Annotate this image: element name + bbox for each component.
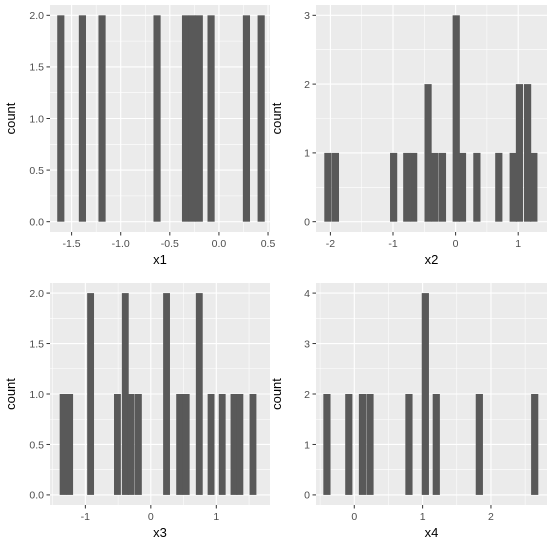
histogram-bar: [458, 152, 467, 222]
histogram-bar: [366, 394, 374, 495]
x-tick-label: 2: [488, 511, 494, 523]
histogram-bar: [323, 394, 331, 495]
histogram-bar: [236, 394, 244, 495]
histogram-bar: [431, 152, 439, 222]
histogram-bar: [257, 15, 265, 222]
histogram-bar: [452, 15, 460, 222]
histogram-bar: [345, 394, 353, 495]
histogram-bar: [432, 394, 440, 495]
y-axis-title: count: [3, 378, 18, 410]
histogram-bar: [87, 293, 95, 495]
histogram-bar: [331, 152, 340, 222]
histogram-bar: [230, 394, 238, 495]
y-tick-label: 2.0: [29, 288, 44, 300]
histogram-bar: [127, 394, 135, 495]
histogram-bar: [531, 394, 539, 495]
histogram-bar: [530, 152, 538, 222]
histogram-bar: [188, 15, 196, 222]
histogram-panel-x3: -1 0 1 0.0 0.5 1.0 1.5 2.0 x3 count: [3, 283, 270, 540]
x-tick-label: 0.5: [261, 238, 276, 250]
histogram-panel-x2: -2 -1 0 1 0 1 2 3 x2 count: [269, 5, 547, 267]
histogram-bar: [410, 152, 418, 222]
x-tick-label: 0.0: [212, 238, 227, 250]
histogram-bar: [153, 15, 161, 222]
histogram-bar: [134, 394, 142, 495]
histogram-bar: [78, 15, 86, 222]
x-tick-label: -0.5: [161, 238, 179, 250]
y-tick-label: 0: [304, 216, 310, 228]
histogram-bar: [390, 152, 398, 222]
histogram-bar: [515, 84, 524, 222]
histogram-bar: [218, 394, 226, 495]
histogram-bar: [403, 152, 411, 222]
y-tick-label: 0: [304, 490, 310, 502]
y-axis-title: count: [269, 378, 284, 410]
histogram-bar: [438, 152, 447, 222]
histogram-bar: [207, 394, 215, 495]
histogram-bar: [181, 15, 190, 222]
x-axis-title: x3: [153, 525, 167, 540]
x-axis-title: x1: [153, 252, 167, 267]
y-tick-label: 1.5: [29, 62, 44, 74]
x-tick-label: -1.0: [112, 238, 130, 250]
histogram-bar: [405, 394, 413, 495]
histogram-bar: [421, 293, 429, 495]
x-tick-label: 0: [148, 511, 154, 523]
x-tick-label: 1: [213, 511, 219, 523]
histogram-bar: [195, 15, 203, 222]
y-axis-title: count: [269, 102, 284, 134]
histogram-bar: [324, 152, 332, 222]
x-tick-label: 1: [515, 238, 521, 250]
histogram-bar: [358, 394, 367, 495]
x-tick-label: 0: [453, 238, 459, 250]
y-tick-label: 1.0: [29, 113, 44, 125]
y-tick-label: 3: [304, 10, 310, 22]
y-tick-label: 1.0: [29, 389, 44, 401]
y-tick-label: 0.0: [29, 216, 44, 228]
y-tick-label: 1: [304, 439, 310, 451]
histogram-bar: [207, 15, 215, 222]
histogram-bar: [523, 84, 532, 222]
histogram-bar: [495, 152, 503, 222]
histogram-bar: [195, 293, 203, 495]
x-axis-title: x4: [425, 525, 439, 540]
histogram-bar: [163, 293, 170, 495]
histogram-bar: [249, 394, 257, 495]
x-tick-label: -2: [326, 238, 335, 250]
histogram-bar: [98, 15, 106, 222]
histogram-bar: [57, 15, 65, 222]
x-axis-title: x2: [425, 252, 439, 267]
y-tick-label: 2: [304, 389, 310, 401]
histogram-bar: [176, 394, 184, 495]
x-tick-label: 0: [351, 511, 357, 523]
histogram-bar: [121, 293, 129, 495]
y-tick-label: 0.5: [29, 165, 44, 177]
histogram-bar: [509, 152, 517, 222]
histogram-bar: [66, 394, 74, 495]
histogram-bar: [475, 394, 483, 495]
x-tick-label: -1: [81, 511, 90, 523]
y-axis-title: count: [3, 102, 18, 134]
histogram-bar: [114, 394, 121, 495]
histogram-panel-x1: -1.5 -1.0 -0.5 0.0 0.5 0.0 0.5 1.0 1.5 2.0 x1 count: [3, 5, 275, 267]
histogram-bar: [424, 84, 432, 222]
histogram-bar: [242, 15, 251, 222]
y-tick-label: 0.0: [29, 490, 44, 502]
y-tick-label: 4: [304, 288, 310, 300]
x-tick-label: -1: [388, 238, 397, 250]
y-tick-label: 3: [304, 338, 310, 350]
y-tick-label: 2: [304, 79, 310, 91]
y-tick-label: 1.5: [29, 338, 44, 350]
y-tick-label: 1: [304, 148, 310, 160]
x-tick-label: 1: [420, 511, 426, 523]
histogram-bar: [182, 394, 190, 495]
y-tick-label: 0.5: [29, 439, 44, 451]
histogram-bar: [473, 152, 481, 222]
histogram-bar: [59, 394, 67, 495]
y-tick-label: 2.0: [29, 10, 44, 22]
x-tick-label: -1.5: [63, 238, 81, 250]
histogram-panel-x4: 0 1 2 0 1 2 3 4 x4 count: [269, 283, 547, 540]
